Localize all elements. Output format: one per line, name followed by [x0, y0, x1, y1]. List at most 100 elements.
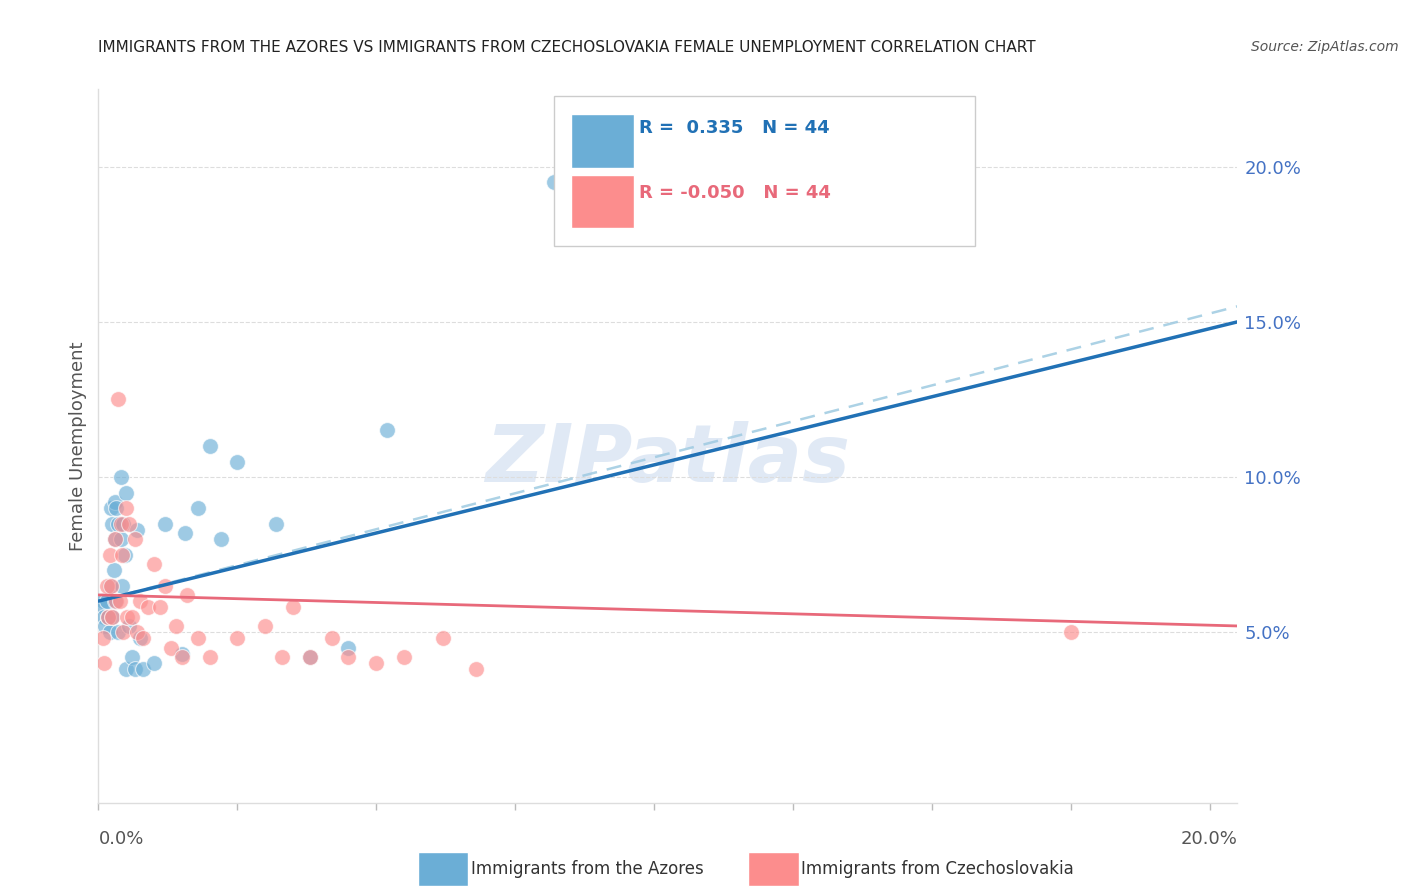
FancyBboxPatch shape	[571, 175, 634, 228]
Point	[298, 650, 321, 665]
Point	[104, 594, 127, 608]
Text: Immigrants from the Azores: Immigrants from the Azores	[471, 860, 704, 878]
Point	[105, 501, 128, 516]
Point	[143, 656, 166, 670]
Point	[138, 600, 160, 615]
Point	[153, 516, 176, 531]
Point	[1059, 625, 1081, 640]
Point	[170, 650, 193, 665]
Point	[264, 516, 287, 531]
Point	[281, 600, 304, 615]
Point	[104, 495, 127, 509]
Point	[270, 650, 292, 665]
FancyBboxPatch shape	[554, 96, 976, 246]
Text: 20.0%: 20.0%	[1181, 830, 1237, 848]
Point	[153, 579, 176, 593]
Point	[110, 470, 132, 484]
Point	[91, 594, 114, 608]
Point	[209, 532, 232, 546]
Text: R = -0.050   N = 44: R = -0.050 N = 44	[640, 184, 831, 202]
Point	[97, 609, 120, 624]
Point	[129, 594, 152, 608]
Point	[132, 632, 155, 646]
Point	[198, 650, 221, 665]
Y-axis label: Female Unemployment: Female Unemployment	[69, 342, 87, 550]
Point	[103, 563, 125, 577]
Point	[104, 532, 127, 546]
Point	[465, 662, 488, 676]
FancyBboxPatch shape	[571, 114, 634, 168]
Point	[101, 609, 124, 624]
Point	[170, 647, 193, 661]
Point	[543, 175, 565, 189]
Point	[187, 632, 209, 646]
Point	[93, 600, 115, 615]
Text: Immigrants from Czechoslovakia: Immigrants from Czechoslovakia	[801, 860, 1074, 878]
Point	[132, 662, 155, 676]
Point	[96, 594, 118, 608]
Point	[101, 609, 124, 624]
Point	[115, 501, 138, 516]
Point	[124, 662, 146, 676]
Point	[93, 609, 115, 624]
Point	[115, 485, 138, 500]
Point	[101, 516, 124, 531]
Point	[98, 625, 121, 640]
Text: ZIPatlas: ZIPatlas	[485, 421, 851, 500]
Point	[121, 609, 143, 624]
Point	[100, 501, 122, 516]
Point	[165, 619, 187, 633]
Point	[107, 516, 129, 531]
Point	[98, 579, 121, 593]
Point	[108, 594, 131, 608]
Point	[432, 632, 454, 646]
Point	[366, 656, 388, 670]
Point	[173, 525, 195, 540]
Point	[337, 640, 360, 655]
Point	[107, 392, 129, 407]
Point	[187, 501, 209, 516]
Point	[121, 650, 143, 665]
Point	[176, 588, 198, 602]
Point	[226, 454, 249, 468]
Text: Source: ZipAtlas.com: Source: ZipAtlas.com	[1251, 40, 1399, 54]
Point	[392, 650, 415, 665]
Point	[375, 424, 398, 438]
Point	[159, 640, 181, 655]
Point	[115, 662, 138, 676]
Point	[117, 609, 139, 624]
Point	[118, 516, 141, 531]
Point	[93, 656, 115, 670]
Point	[198, 439, 221, 453]
Point	[100, 579, 122, 593]
Point	[96, 579, 118, 593]
Point	[124, 532, 146, 546]
Point	[94, 619, 117, 633]
Point	[97, 609, 120, 624]
Point	[112, 516, 135, 531]
Point	[127, 625, 149, 640]
Point	[337, 650, 360, 665]
Text: 0.0%: 0.0%	[98, 830, 143, 848]
Text: R =  0.335   N = 44: R = 0.335 N = 44	[640, 120, 830, 137]
Point	[148, 600, 170, 615]
Text: IMMIGRANTS FROM THE AZORES VS IMMIGRANTS FROM CZECHOSLOVAKIA FEMALE UNEMPLOYMENT: IMMIGRANTS FROM THE AZORES VS IMMIGRANTS…	[98, 40, 1036, 55]
Point	[298, 650, 321, 665]
Point	[321, 632, 343, 646]
Point	[107, 625, 129, 640]
Point	[127, 523, 149, 537]
Point	[254, 619, 277, 633]
Point	[105, 594, 128, 608]
Point	[98, 548, 121, 562]
Point	[104, 532, 127, 546]
Point	[114, 548, 136, 562]
Point	[110, 516, 132, 531]
Point	[110, 532, 132, 546]
Point	[118, 619, 141, 633]
Point	[143, 557, 166, 571]
Point	[91, 632, 114, 646]
Point	[226, 632, 249, 646]
Point	[111, 548, 134, 562]
Point	[112, 625, 135, 640]
Point	[129, 632, 152, 646]
